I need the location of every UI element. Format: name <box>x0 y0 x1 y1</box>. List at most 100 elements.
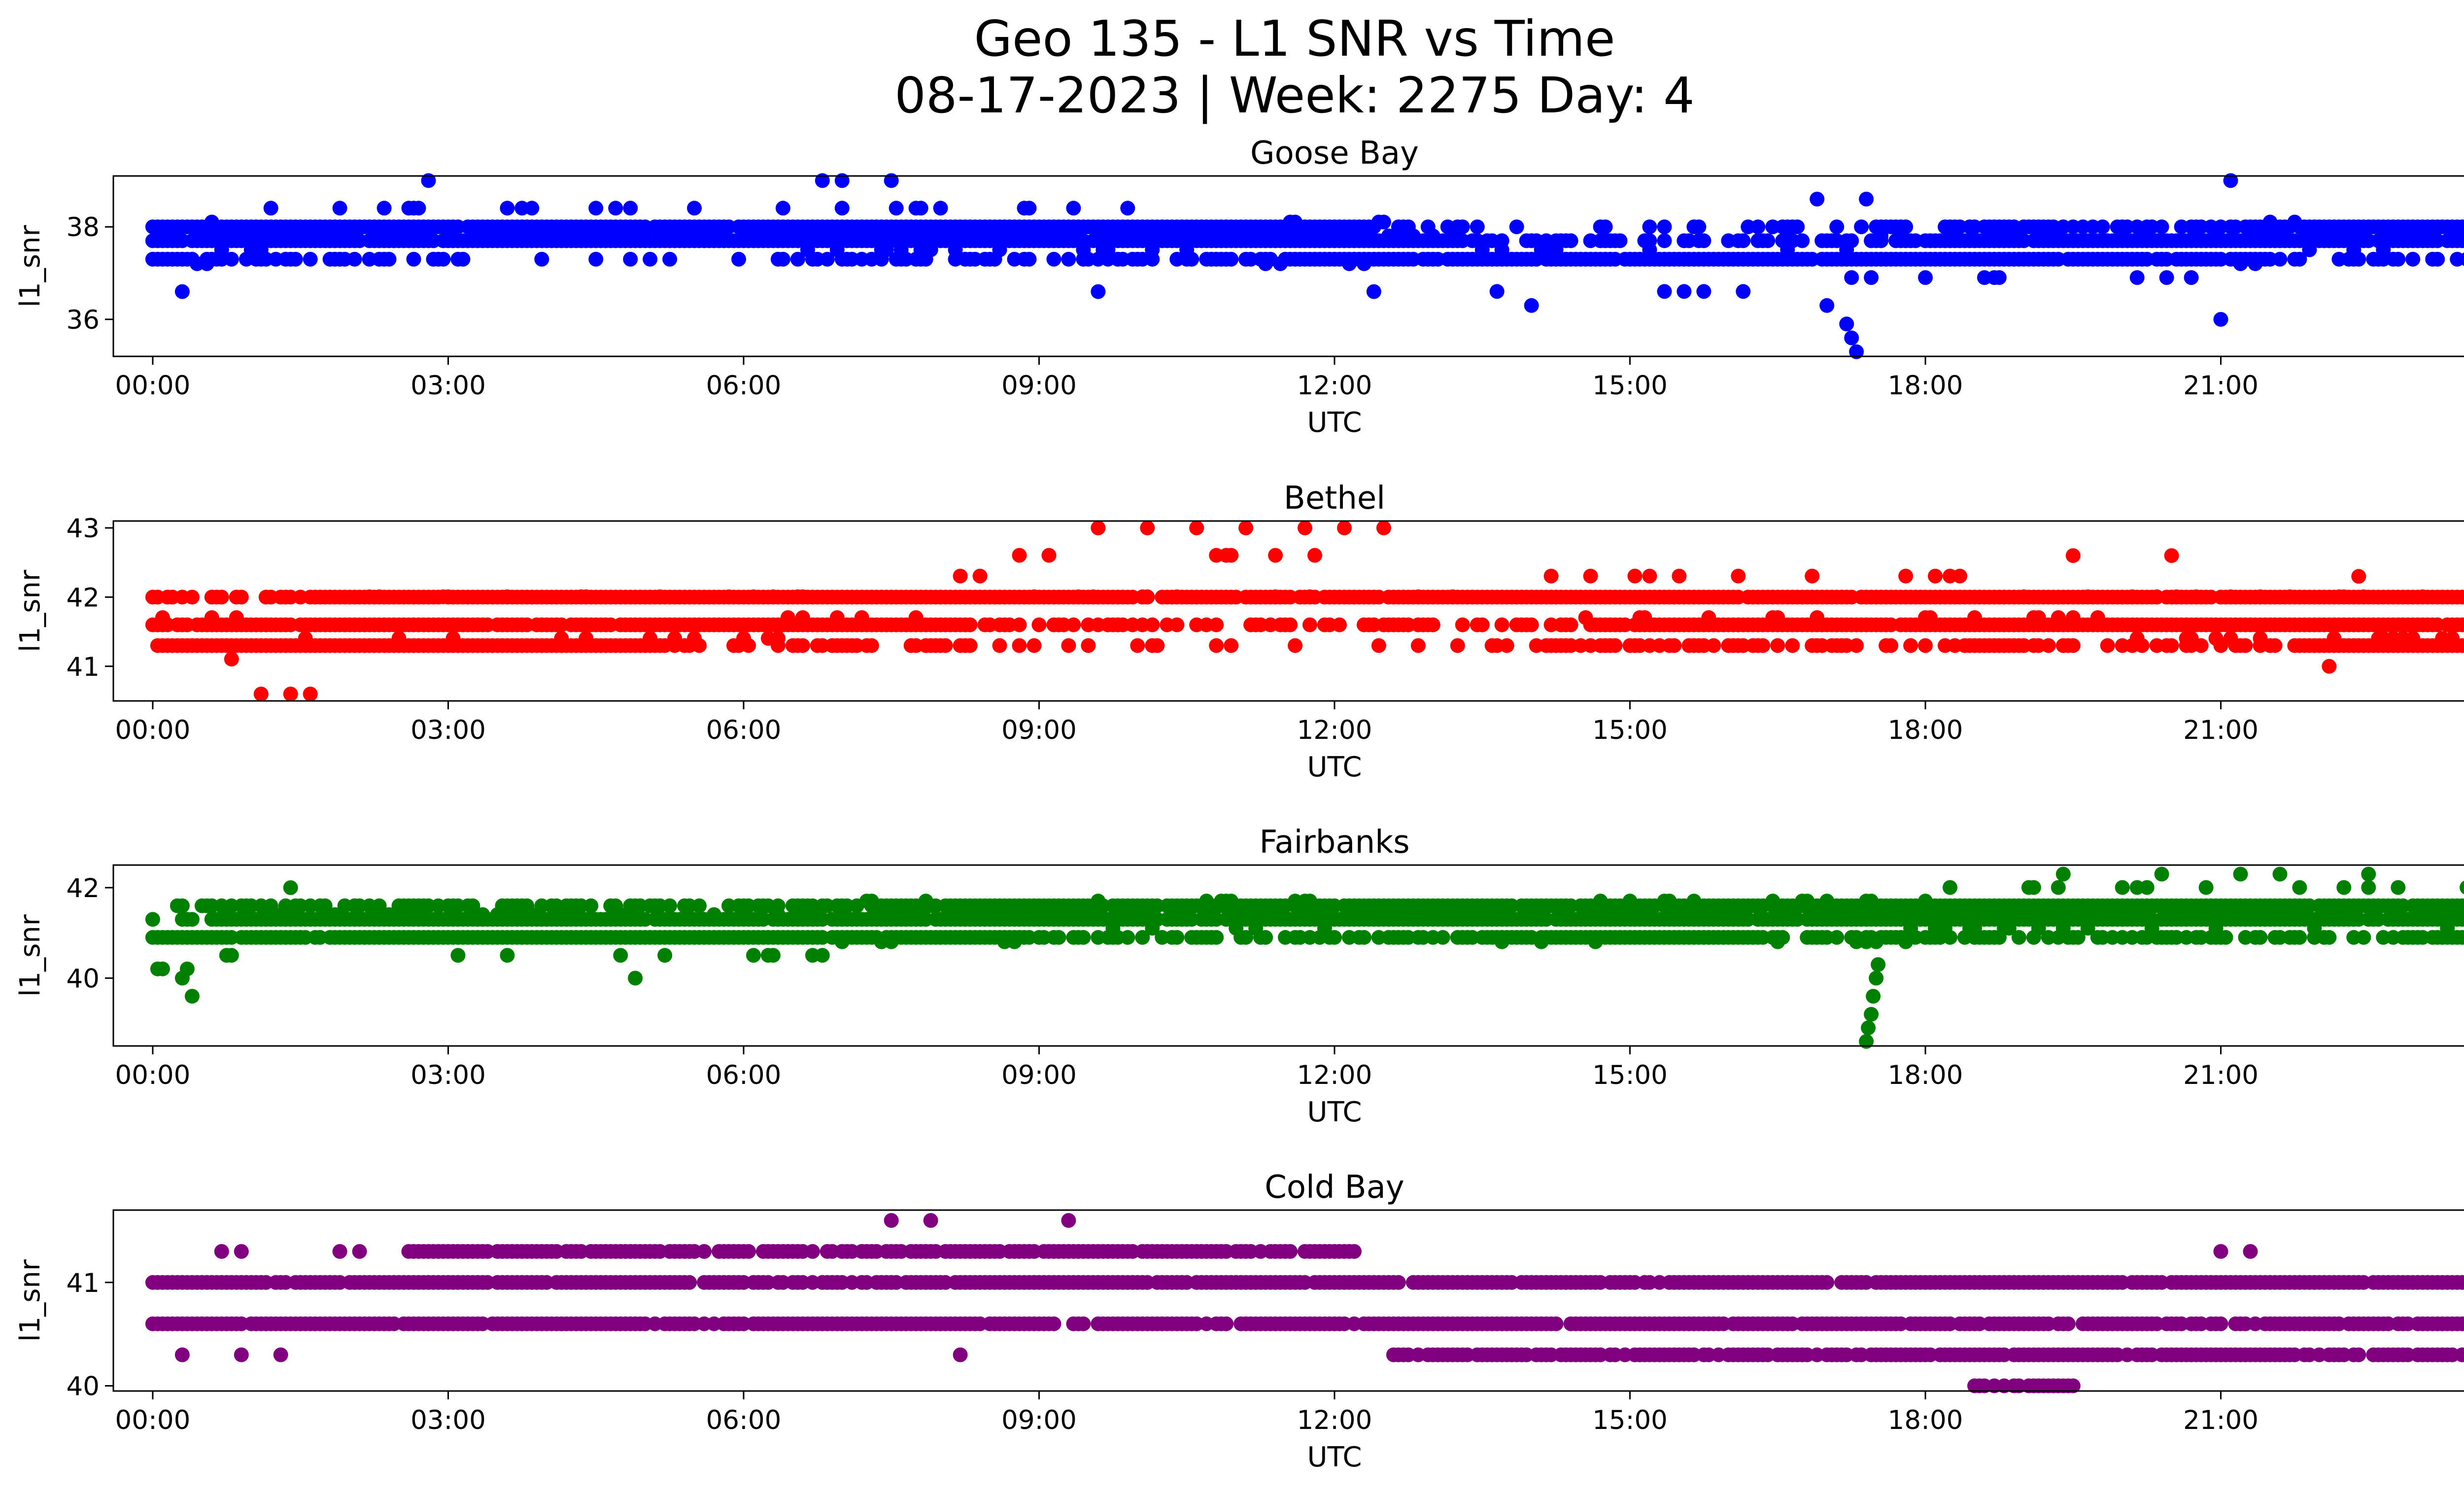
data-point <box>2460 912 2464 926</box>
data-point <box>2100 638 2115 653</box>
data-point <box>283 687 298 701</box>
data-point <box>303 251 318 267</box>
x-axis-label: UTC <box>1307 407 1362 439</box>
data-point <box>1332 617 1347 632</box>
data-point <box>1371 638 1386 653</box>
data-point <box>1785 638 1800 653</box>
data-point <box>1061 638 1076 653</box>
data-point <box>1298 521 1312 535</box>
data-point <box>2322 659 2337 674</box>
data-point <box>1991 270 2007 285</box>
data-point <box>2159 270 2174 285</box>
data-point <box>2460 618 2464 632</box>
data-point <box>1736 233 1751 248</box>
data-point <box>1849 638 1864 653</box>
data-point <box>815 173 830 188</box>
data-point <box>1076 1316 1091 1331</box>
data-point <box>765 948 781 963</box>
data-point <box>1091 521 1106 535</box>
data-point <box>1046 251 1061 267</box>
data-point <box>1563 233 1578 248</box>
data-point <box>2060 1316 2076 1331</box>
data-point <box>1849 344 1864 359</box>
data-point <box>643 251 658 267</box>
data-point <box>1790 219 1805 235</box>
data-point <box>2198 880 2214 895</box>
data-point <box>972 568 988 584</box>
data-point <box>790 251 805 267</box>
data-point <box>1608 638 1623 653</box>
data-point <box>2272 251 2288 267</box>
data-point <box>2129 270 2145 285</box>
data-point <box>775 201 790 216</box>
data-point <box>1657 284 1672 299</box>
data-point <box>2055 867 2071 882</box>
data-point <box>1366 284 1381 299</box>
data-point <box>2095 219 2110 235</box>
data-point <box>155 961 170 976</box>
data-point <box>662 898 678 913</box>
data-point <box>1563 617 1578 632</box>
data-point <box>1810 191 1825 207</box>
x-tick-label: 15:00 <box>1592 715 1668 745</box>
subplot-title: Cold Bay <box>1265 1169 1404 1206</box>
x-tick-label: 06:00 <box>706 371 782 401</box>
data-point <box>2430 251 2445 267</box>
data-point <box>1819 1275 1835 1290</box>
data-point <box>1819 298 1835 313</box>
data-point <box>436 251 451 267</box>
data-point <box>2134 638 2150 653</box>
data-point <box>2213 312 2228 327</box>
figure-title-line1: Geo 135 - L1 SNR vs Time <box>974 10 1615 68</box>
data-point <box>1450 638 1465 653</box>
x-tick-label: 09:00 <box>1001 1060 1077 1090</box>
data-point <box>1046 1316 1061 1331</box>
data-point <box>2460 638 2464 653</box>
data-point <box>2026 880 2041 895</box>
data-point <box>1012 638 1027 653</box>
data-point <box>2233 867 2248 882</box>
data-point <box>1288 638 1303 653</box>
x-tick-label: 03:00 <box>411 1060 486 1090</box>
data-point <box>1667 638 1682 653</box>
data-point <box>406 251 421 267</box>
data-point <box>2405 251 2421 267</box>
data-point <box>1612 233 1628 248</box>
data-point <box>1327 930 1342 945</box>
data-point <box>1189 521 1204 535</box>
data-point <box>1750 219 1766 235</box>
data-point <box>884 173 899 188</box>
data-point <box>2460 1317 2464 1331</box>
data-point <box>1066 617 1081 632</box>
data-point <box>376 201 392 216</box>
data-point <box>962 638 978 653</box>
data-point <box>2184 270 2199 285</box>
data-point <box>1627 568 1643 584</box>
data-point <box>1376 214 1391 230</box>
data-point <box>1795 233 1810 248</box>
data-point <box>1169 930 1185 945</box>
data-point <box>2213 1316 2228 1331</box>
data-point <box>1864 1007 1879 1022</box>
data-point <box>697 1244 712 1259</box>
data-point <box>1859 191 1874 207</box>
data-point <box>1499 638 1514 653</box>
data-point <box>992 638 1007 653</box>
data-point <box>317 898 333 913</box>
data-point <box>1455 219 1470 235</box>
data-point <box>1135 930 1150 945</box>
data-point <box>1755 638 1771 653</box>
data-point <box>1410 638 1426 653</box>
data-point <box>1268 548 1283 563</box>
data-point <box>1209 617 1224 632</box>
data-point <box>746 948 761 963</box>
data-point <box>731 251 746 267</box>
x-tick-label: 15:00 <box>1592 1060 1668 1090</box>
data-point <box>524 201 540 216</box>
data-point <box>608 201 623 216</box>
x-tick-label: 12:00 <box>1297 1060 1372 1090</box>
data-point <box>1854 219 1869 235</box>
